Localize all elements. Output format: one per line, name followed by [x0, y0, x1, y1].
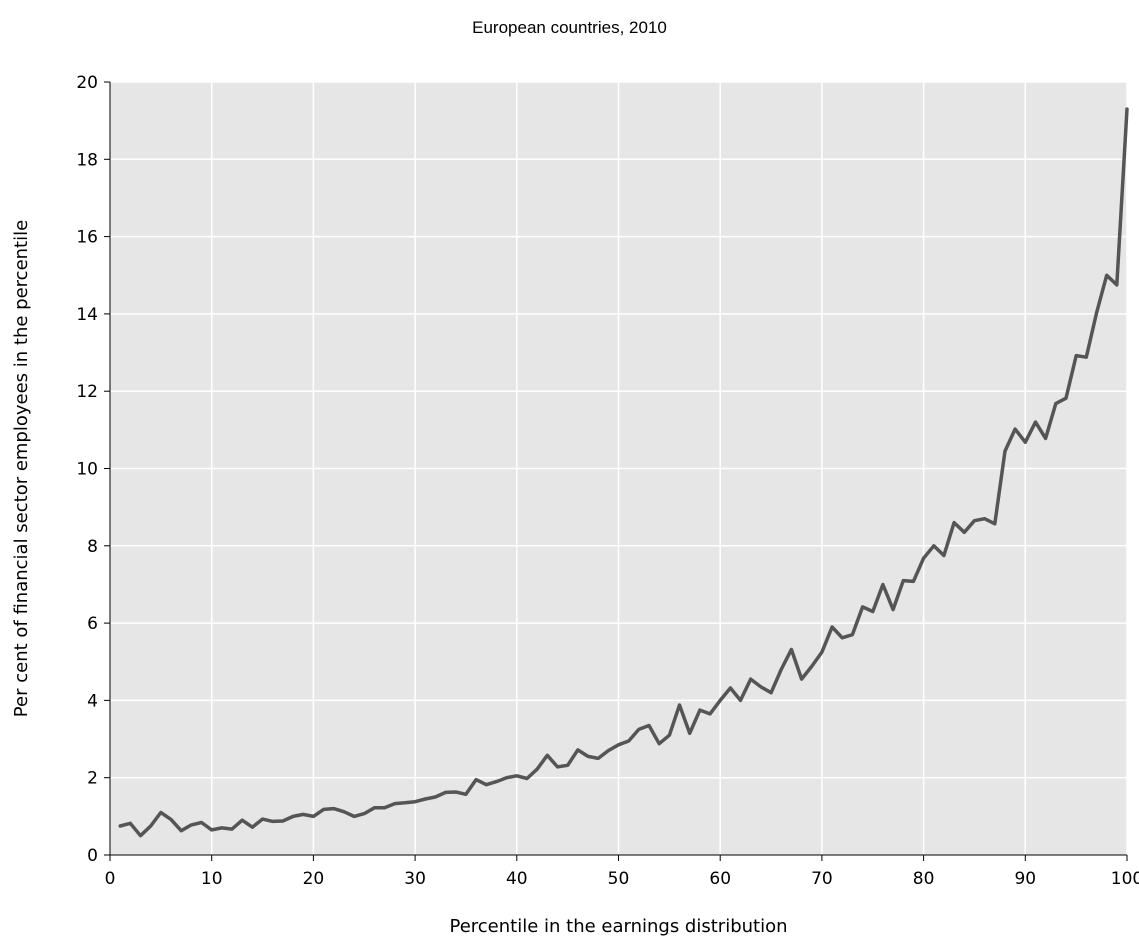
y-tick-label: 8 — [87, 537, 98, 557]
y-tick-label: 16 — [76, 228, 98, 248]
x-tick-label: 10 — [201, 869, 223, 889]
x-tick-label: 70 — [811, 869, 833, 889]
x-tick-label: 30 — [404, 869, 426, 889]
y-tick-label: 4 — [87, 691, 98, 711]
y-tick-label: 2 — [87, 769, 98, 789]
x-tick-label: 100 — [1111, 869, 1139, 889]
series-layer — [118, 107, 1129, 838]
x-tick-label: 50 — [608, 869, 630, 889]
axes — [104, 81, 1128, 861]
gridlines — [110, 81, 1128, 855]
y-tick-label: 20 — [76, 73, 98, 93]
x-tick-label: 90 — [1014, 869, 1036, 889]
y-tick-label: 18 — [76, 150, 98, 170]
x-tick-label: 80 — [913, 869, 935, 889]
y-tick-label: 10 — [76, 460, 98, 480]
x-tick-label: 60 — [709, 869, 731, 889]
x-tick-label: 40 — [506, 869, 528, 889]
y-axis-title: Per cent of financial sector employees i… — [11, 220, 32, 717]
y-tick-label: 0 — [87, 846, 98, 866]
x-tick-label: 0 — [105, 869, 116, 889]
series-line — [118, 107, 1129, 838]
tick-labels: 0 10 20 30 40 50 60 70 80 90 100 0 2 4 6 8 10 12 14 16 18 20 — [76, 73, 1139, 889]
chart-title: European countries, 2010 — [472, 18, 667, 37]
x-axis-title: Percentile in the earnings distribution — [449, 916, 787, 937]
x-tick-label: 20 — [303, 869, 325, 889]
y-tick-label: 6 — [87, 614, 98, 634]
y-tick-label: 12 — [76, 382, 98, 402]
y-tick-label: 14 — [76, 305, 98, 325]
